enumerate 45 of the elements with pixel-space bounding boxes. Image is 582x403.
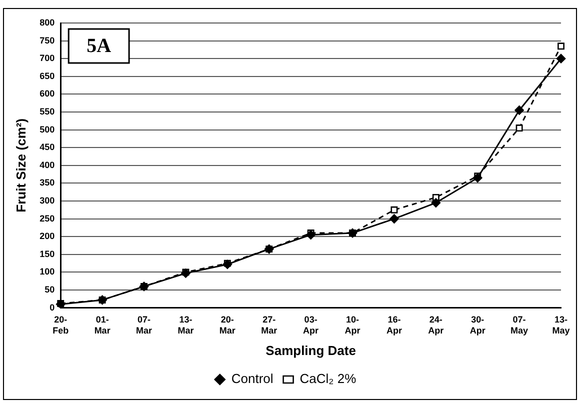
y-tick-label: 500: [40, 124, 55, 134]
x-tick-label: 07-Mar: [136, 314, 153, 336]
y-tick-label: 800: [40, 17, 55, 28]
x-tick-label: 30-Apr: [470, 314, 486, 336]
point: [514, 106, 524, 115]
point: [558, 42, 564, 50]
point: [390, 214, 399, 224]
point: [556, 54, 566, 64]
point: [222, 260, 232, 270]
x-tick-label: 03-Apr: [303, 314, 320, 336]
point: [431, 198, 441, 208]
legend-label: Control: [231, 371, 274, 386]
x-axis-title: Sampling Date: [266, 342, 356, 358]
x-tick-label: 20-Feb: [52, 314, 70, 336]
y-axis-title: Fruit Size (cm²): [13, 118, 28, 212]
x-tick-label: 24-Apr: [428, 314, 444, 336]
y-tick-label: 550: [40, 106, 55, 116]
x-tick-label: 07-May: [510, 314, 528, 336]
x-tick-label: 01-Mar: [94, 314, 111, 336]
x-tick-label: 20-Mar: [219, 314, 236, 336]
x-tick-label: 27-Mar: [261, 314, 278, 336]
x-tick-label: 13-May: [552, 314, 570, 336]
y-tick-label: 650: [40, 70, 55, 81]
point: [516, 124, 523, 132]
y-tick-label: 350: [40, 178, 55, 188]
y-tick-label: 0: [50, 302, 55, 312]
point: [390, 206, 398, 214]
y-tick-label: 150: [40, 248, 55, 259]
y-tick-label: 300: [40, 195, 55, 206]
y-tick-label: 100: [40, 266, 55, 277]
y-tick-label: 250: [40, 213, 55, 224]
y-tick-label: 50: [44, 284, 55, 294]
point: [306, 230, 316, 240]
x-tick-label: 16-Apr: [386, 314, 402, 336]
legend-label: CaCl₂ 2%: [300, 371, 357, 386]
y-tick-label: 400: [40, 160, 55, 170]
y-tick-label: 750: [40, 35, 55, 46]
y-tick-label: 600: [40, 88, 55, 99]
y-tick-label: 700: [40, 53, 55, 64]
x-tick-label: 10-Apr: [344, 314, 361, 336]
point: [472, 173, 482, 183]
y-tick-label: 200: [40, 231, 55, 242]
x-tick-label: 13-Mar: [178, 314, 194, 336]
y-tick-label: 450: [40, 142, 55, 152]
annotation: 5A: [86, 35, 112, 58]
